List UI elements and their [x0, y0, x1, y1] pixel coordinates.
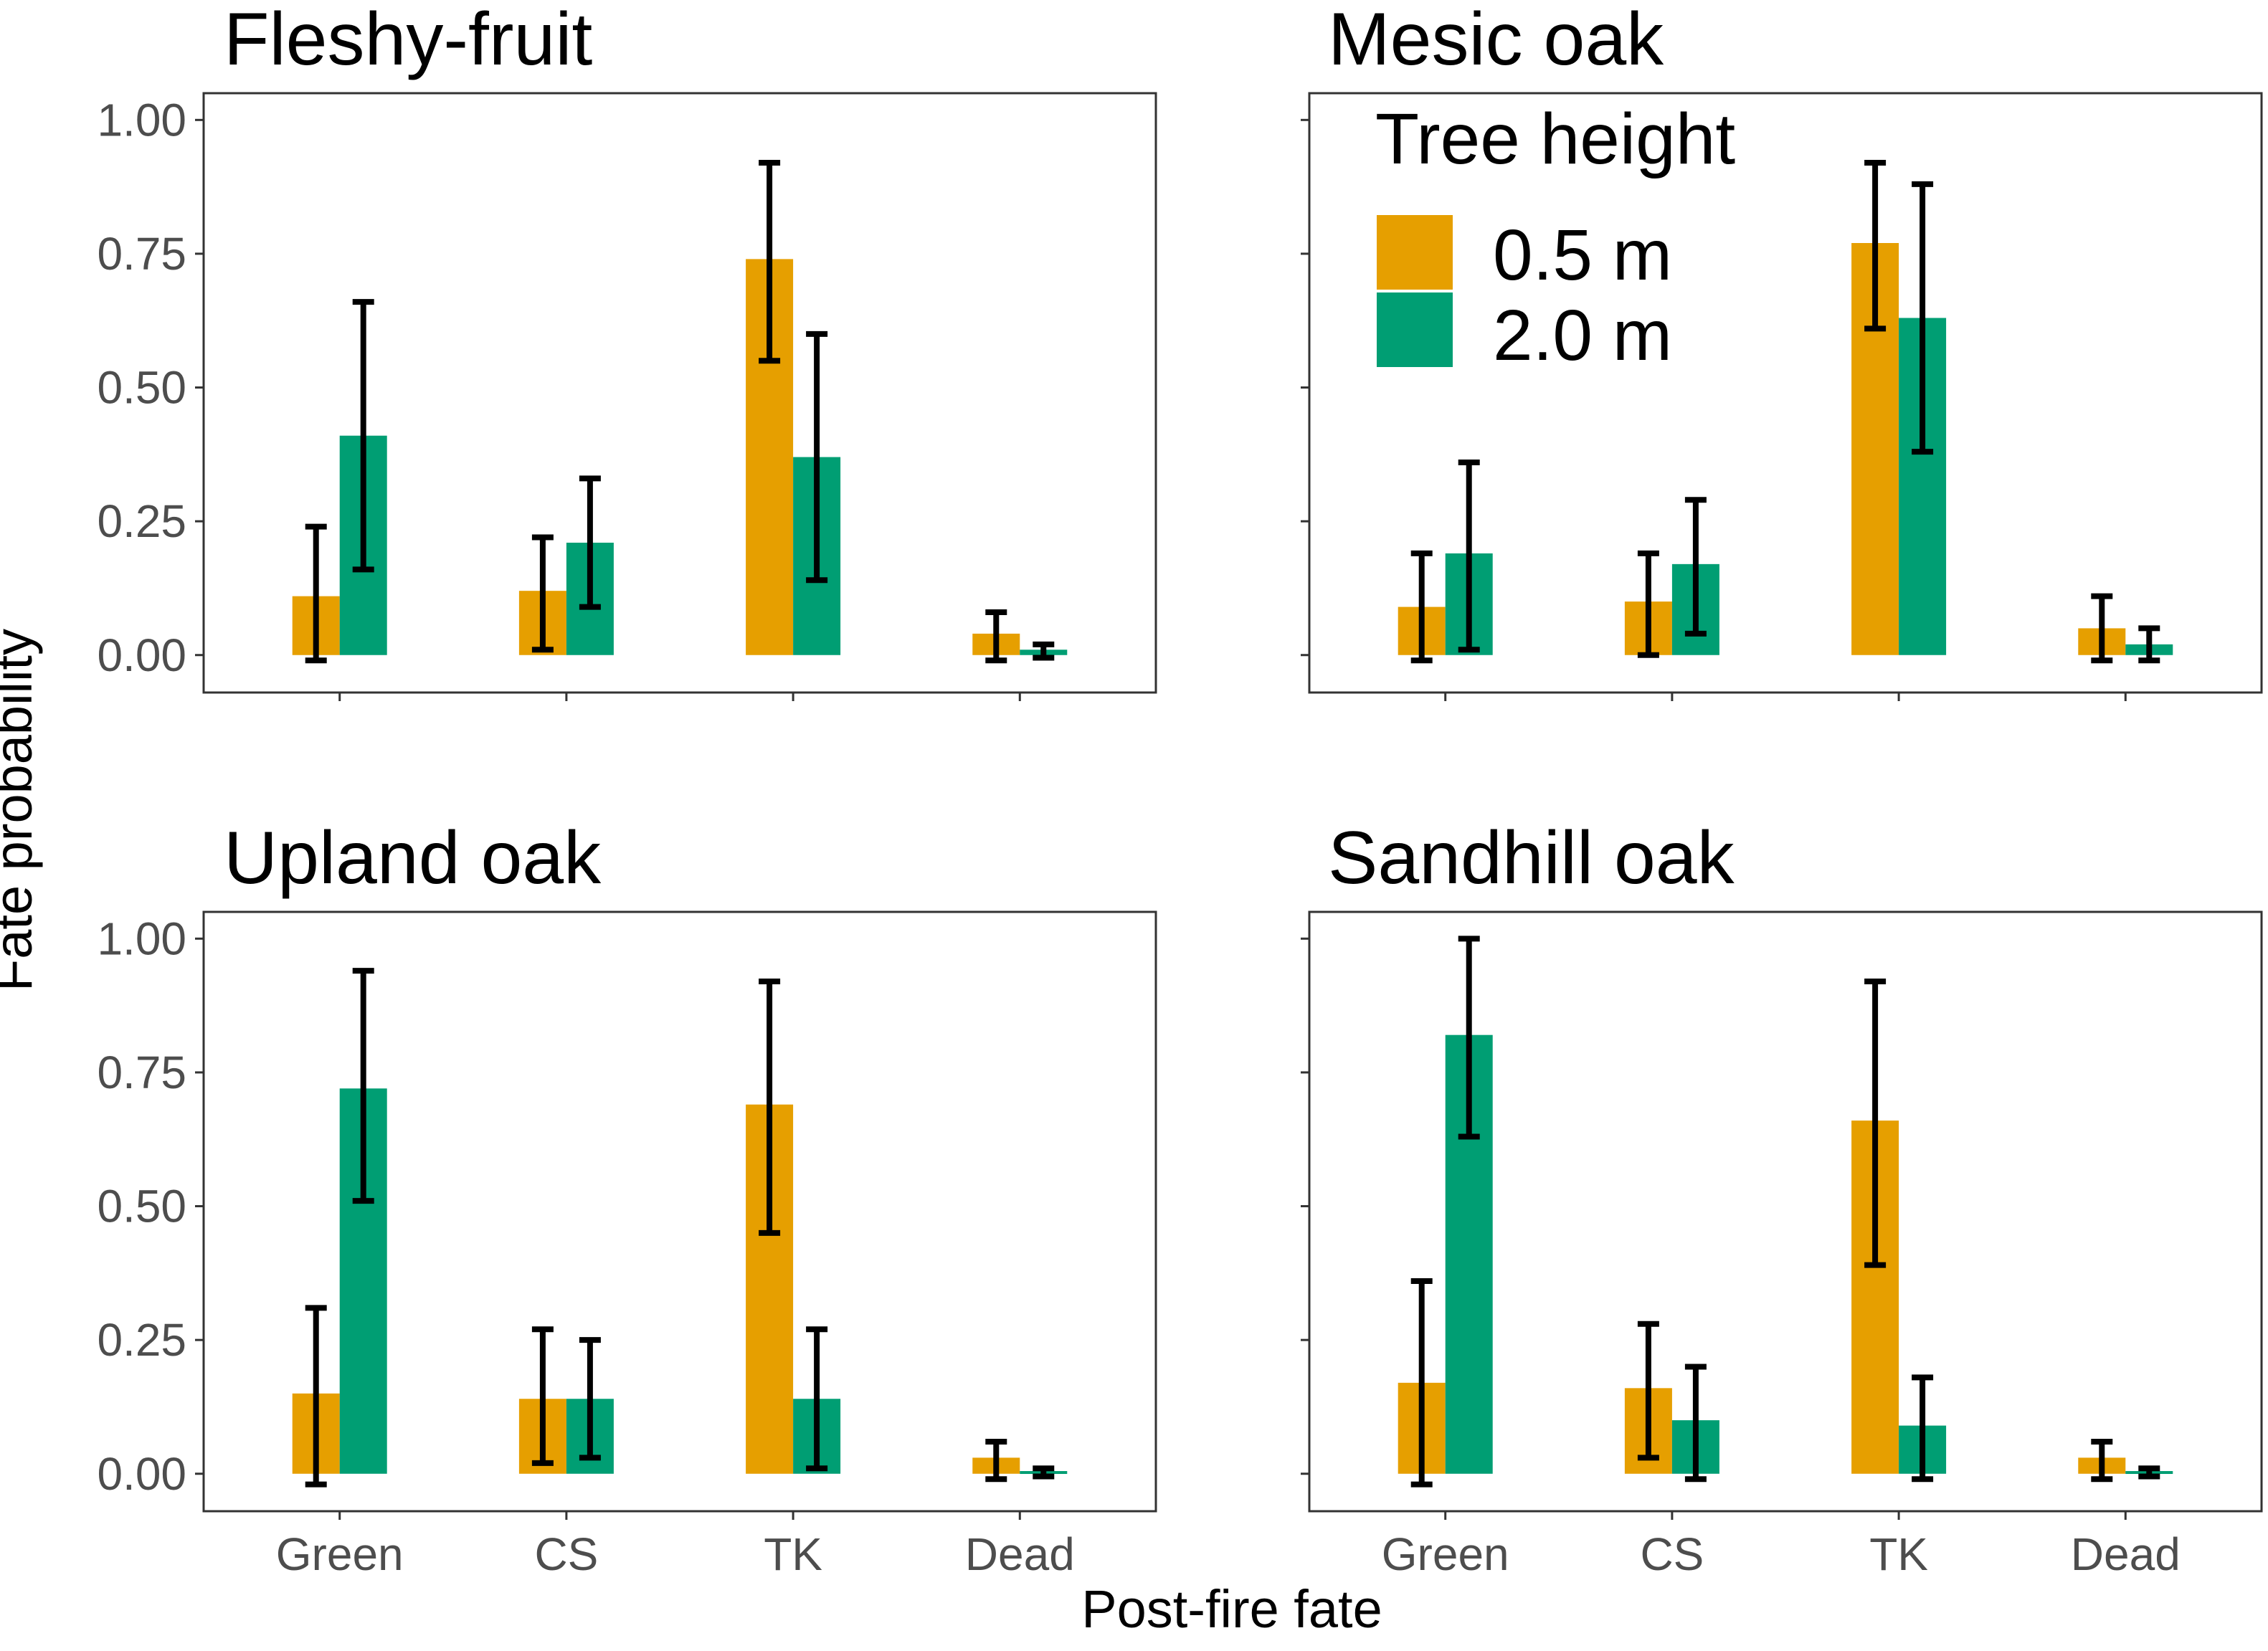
- error-bar-0-5-m-green: [1410, 550, 1433, 664]
- y-tick-label: 0.75: [97, 228, 186, 280]
- x-tick-label-tk: TK: [1869, 1528, 1928, 1580]
- error-bar-2-0-m-green: [352, 299, 374, 573]
- y-axis-title: Fate probability: [0, 629, 43, 991]
- panel-upland-oak: Upland oak 0.00 0.25 0.50 0.75 1.00 Green CS TK D…: [97, 817, 1157, 1580]
- panel-border: [202, 910, 1157, 1513]
- panel-title: Upland oak: [224, 817, 602, 900]
- panel-border: [1308, 92, 2263, 694]
- panel-title: Fleshy-fruit: [224, 0, 592, 81]
- x-tick-label-dead: Dead: [965, 1528, 1075, 1580]
- legend-swatch-0-5m: [1377, 215, 1453, 290]
- y-tick-label: 0.75: [97, 1047, 186, 1098]
- x-tick-label-green: Green: [276, 1528, 404, 1580]
- error-bar-0-5-m-tk: [1864, 160, 1887, 332]
- legend-label-2-0m: 2.0 m: [1493, 295, 1672, 376]
- error-bar-0-5-m-cs: [1637, 550, 1659, 658]
- panel-fleshy-fruit: Fleshy-fruit 0.00 0.25 0.50 0.75 1.00: [97, 0, 1157, 701]
- error-bar-0-5-m-cs: [531, 1326, 554, 1466]
- error-bar-0-5-m-cs: [531, 534, 554, 653]
- error-bar-0-5-m-tk: [1864, 979, 1887, 1268]
- error-bar-2-0-m-dead: [2138, 1465, 2160, 1480]
- error-bar-0-5-m-dead: [985, 609, 1007, 664]
- error-bar-0-5-m-dead: [2091, 1438, 2113, 1483]
- error-bar-0-5-m-tk: [759, 160, 781, 364]
- x-tick-label-tk: TK: [764, 1528, 822, 1580]
- legend-swatch-2-0m: [1377, 292, 1453, 367]
- error-bar-0-5-m-tk: [759, 979, 781, 1236]
- error-bar-2-0-m-tk: [806, 330, 828, 584]
- error-bar-2-0-m-cs: [1684, 497, 1707, 637]
- x-axis-title: Post-fire fate: [1081, 1579, 1382, 1639]
- error-bar-2-0-m-tk: [806, 1326, 828, 1472]
- panel-sandhill-oak: Sandhill oak Green CS TK Dead: [1301, 817, 2263, 1580]
- x-tick-label-green: Green: [1382, 1528, 1509, 1580]
- panel-title: Mesic oak: [1328, 0, 1664, 81]
- error-bar-0-5-m-green: [305, 1305, 327, 1488]
- error-bar-2-0-m-green: [352, 968, 374, 1204]
- error-bar-2-0-m-dead: [1033, 1465, 1055, 1480]
- chart-panels: Fleshy-fruit 0.00 0.25 0.50 0.75 1.00 Mesic oa…: [97, 0, 2263, 1580]
- error-bar-2-0-m-cs: [579, 1337, 601, 1461]
- y-tick-label: 0.50: [97, 1181, 186, 1232]
- error-bar-0-5-m-dead: [985, 1438, 1007, 1483]
- y-tick-label: 1.00: [97, 94, 186, 146]
- x-tick-label-dead: Dead: [2071, 1528, 2181, 1580]
- y-tick-label: 1.00: [97, 913, 186, 964]
- error-bar-0-5-m-green: [305, 523, 327, 664]
- error-bar-2-0-m-dead: [1033, 641, 1055, 661]
- error-bar-2-0-m-green: [1458, 460, 1480, 653]
- error-bar-2-0-m-cs: [1684, 1364, 1707, 1483]
- error-bar-0-5-m-cs: [1637, 1321, 1659, 1461]
- y-tick-label: 0.25: [97, 495, 186, 547]
- panel-mesic-oak: Mesic oak: [1301, 0, 2263, 701]
- error-bar-2-0-m-green: [1458, 936, 1480, 1140]
- y-tick-label: 0.50: [97, 362, 186, 414]
- error-bar-0-5-m-dead: [2091, 593, 2113, 664]
- error-bar-2-0-m-tk: [1912, 181, 1934, 455]
- error-bar-2-0-m-dead: [2138, 625, 2160, 664]
- y-tick-label: 0.25: [97, 1314, 186, 1366]
- y-tick-label: 0.00: [97, 629, 186, 681]
- legend-title: Tree height: [1375, 99, 1735, 179]
- legend-label-0-5m: 0.5 m: [1493, 215, 1672, 295]
- legend: Tree height 0.5 m 2.0 m: [1375, 99, 1735, 376]
- panel-border: [1308, 910, 2263, 1513]
- error-bar-2-0-m-cs: [579, 475, 601, 610]
- error-bar-0-5-m-green: [1410, 1278, 1433, 1488]
- panel-border: [202, 92, 1157, 694]
- error-bar-2-0-m-tk: [1912, 1374, 1934, 1483]
- y-tick-label: 0.00: [97, 1448, 186, 1500]
- x-tick-label-cs: CS: [534, 1528, 598, 1580]
- x-tick-label-cs: CS: [1640, 1528, 1704, 1580]
- panel-title: Sandhill oak: [1328, 817, 1735, 900]
